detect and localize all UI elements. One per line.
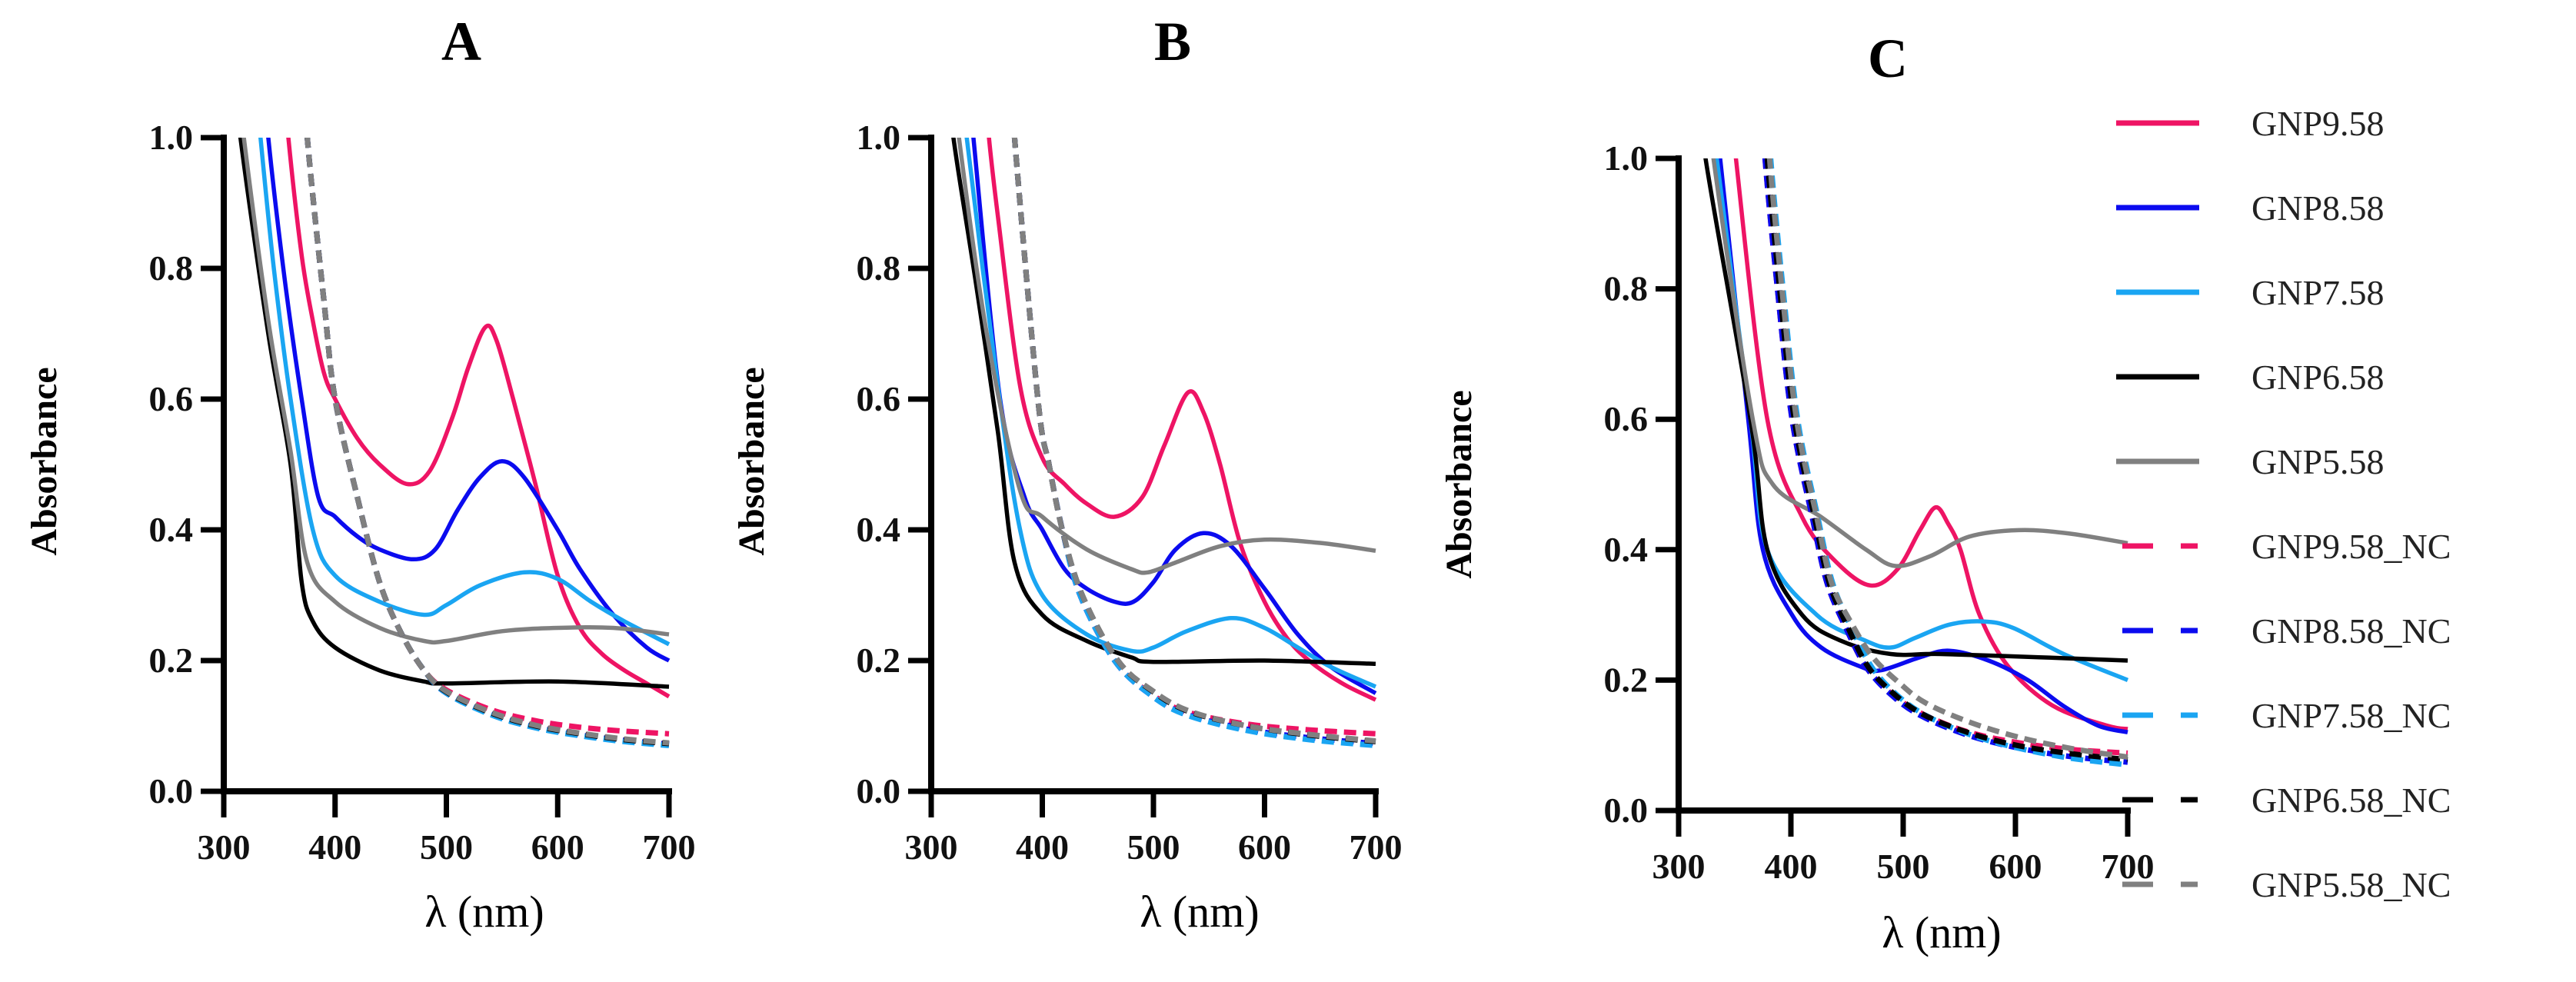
y-tick-label: 0.2 xyxy=(1604,660,1649,699)
y-tick-label: 1.0 xyxy=(149,118,194,157)
series-group xyxy=(1703,158,2129,768)
x-tick-label: 600 xyxy=(1238,827,1291,867)
y-tick-label: 0.8 xyxy=(149,248,194,288)
legend-item: GNP8.58 xyxy=(2116,188,2385,228)
y-tick-label: 0.0 xyxy=(1604,791,1649,830)
series-line-gnp8-58 xyxy=(266,138,671,663)
legend-item: GNP6.58 xyxy=(2116,358,2385,397)
x-axis-label: λ (nm) xyxy=(424,887,544,937)
series-line-gnp5-58-nc xyxy=(1766,158,2128,760)
x-tick-label: 500 xyxy=(420,827,473,867)
panel-a: A Absorbance λ (nm) 0.0 0.2 0.4 0.6 0.8 1.0 300 40… xyxy=(24,11,696,937)
series-line-gnp5-58 xyxy=(241,138,670,645)
y-tick-label: 0.2 xyxy=(857,641,901,680)
legend-label: GNP5.58 xyxy=(2252,442,2385,481)
y-tick-label: 0.0 xyxy=(857,771,901,811)
legend-label: GNP9.58_NC xyxy=(2252,527,2451,566)
legend-label: GNP7.58_NC xyxy=(2252,696,2451,735)
panel-title: B xyxy=(1154,11,1191,72)
x-tick-label: 300 xyxy=(905,827,958,867)
x-tick-label: 500 xyxy=(1127,827,1180,867)
legend-item: GNP7.58 xyxy=(2116,273,2385,312)
y-tick-label: 1.0 xyxy=(857,118,901,157)
x-tick-label: 400 xyxy=(308,827,361,867)
y-tick-label: 1.0 xyxy=(1604,138,1649,178)
legend-label: GNP9.58 xyxy=(2252,104,2385,143)
series-line-gnp5-58-nc xyxy=(305,138,670,746)
series-line-gnp5-58 xyxy=(957,138,1376,575)
y-tick-label: 0.8 xyxy=(857,248,901,288)
series-line-gnp6-58 xyxy=(951,138,1376,667)
x-axis-label: λ (nm) xyxy=(1882,907,2001,957)
legend-item: GNP8.58_NC xyxy=(2122,611,2451,651)
legend-label: GNP5.58_NC xyxy=(2252,865,2451,904)
y-axis-label: Absorbance xyxy=(24,367,65,555)
x-tick-label: 700 xyxy=(643,827,696,867)
x-tick-label: 500 xyxy=(1877,847,1930,886)
y-tick-label: 0.6 xyxy=(149,379,194,418)
series-line-gnp8-58-nc xyxy=(305,138,670,747)
series-line-gnp6-58-nc xyxy=(305,138,670,747)
x-tick-label: 700 xyxy=(2102,847,2155,886)
series-line-gnp9-58 xyxy=(286,138,671,699)
x-tick-label: 700 xyxy=(1350,827,1403,867)
y-tick-label: 0.2 xyxy=(149,641,194,680)
x-tick-label: 600 xyxy=(531,827,584,867)
x-axis-label: λ (nm) xyxy=(1140,887,1259,937)
x-tick-label: 400 xyxy=(1765,847,1818,886)
legend-item: GNP7.58_NC xyxy=(2122,696,2451,735)
series-line-gnp5-58 xyxy=(1711,158,2128,568)
legend-label: GNP7.58 xyxy=(2252,273,2385,312)
legend-item: GNP9.58 xyxy=(2116,104,2385,143)
x-tick-label: 300 xyxy=(198,827,251,867)
series-line-gnp7-58 xyxy=(964,138,1377,689)
panel-b: B Absorbance λ (nm) 0.0 0.2 0.4 0.6 0.8 1.0 300 40… xyxy=(731,11,1402,937)
legend-label: GNP6.58 xyxy=(2252,358,2385,397)
series-line-gnp7-58 xyxy=(1714,158,2129,682)
x-tick-label: 300 xyxy=(1652,847,1706,886)
legend-item: GNP5.58_NC xyxy=(2122,865,2451,904)
panel-title: C xyxy=(1868,28,1908,89)
y-tick-label: 0.6 xyxy=(1604,399,1649,438)
y-tick-label: 0.6 xyxy=(857,379,901,418)
y-axis-label: Absorbance xyxy=(1439,390,1479,578)
series-line-gnp9-58 xyxy=(987,138,1377,702)
series-line-gnp7-58 xyxy=(258,138,671,647)
legend-label: GNP6.58_NC xyxy=(2252,781,2451,820)
series-line-gnp7-58-nc xyxy=(305,138,670,748)
y-tick-label: 0.4 xyxy=(1604,530,1649,569)
legend-label: GNP8.58_NC xyxy=(2252,611,2451,651)
legend-label: GNP8.58 xyxy=(2252,188,2385,228)
panel-title: A xyxy=(441,11,481,72)
series-group xyxy=(951,138,1377,748)
y-tick-label: 0.4 xyxy=(857,510,901,549)
series-group xyxy=(238,138,671,748)
series-line-gnp9-58 xyxy=(1733,158,2128,731)
legend-item: GNP6.58_NC xyxy=(2122,781,2451,820)
x-tick-label: 400 xyxy=(1016,827,1069,867)
series-line-gnp6-58 xyxy=(1703,158,2128,663)
legend-item: GNP5.58 xyxy=(2116,442,2385,481)
y-axis-label: Absorbance xyxy=(731,367,772,555)
y-tick-label: 0.8 xyxy=(1604,269,1649,308)
legend: GNP9.58 GNP8.58 GNP7.58 GNP6.58 GNP5.58 GNP9.… xyxy=(2116,104,2451,904)
series-line-gnp6-58 xyxy=(238,138,670,689)
x-tick-label: 600 xyxy=(1989,847,2042,886)
y-tick-label: 0.4 xyxy=(149,510,194,549)
panel-c: C Absorbance λ (nm) 0.0 0.2 0.4 0.6 0.8 1.0 300 40… xyxy=(1439,28,2154,957)
legend-item: GNP9.58_NC xyxy=(2122,527,2451,566)
y-tick-label: 0.0 xyxy=(149,771,194,811)
